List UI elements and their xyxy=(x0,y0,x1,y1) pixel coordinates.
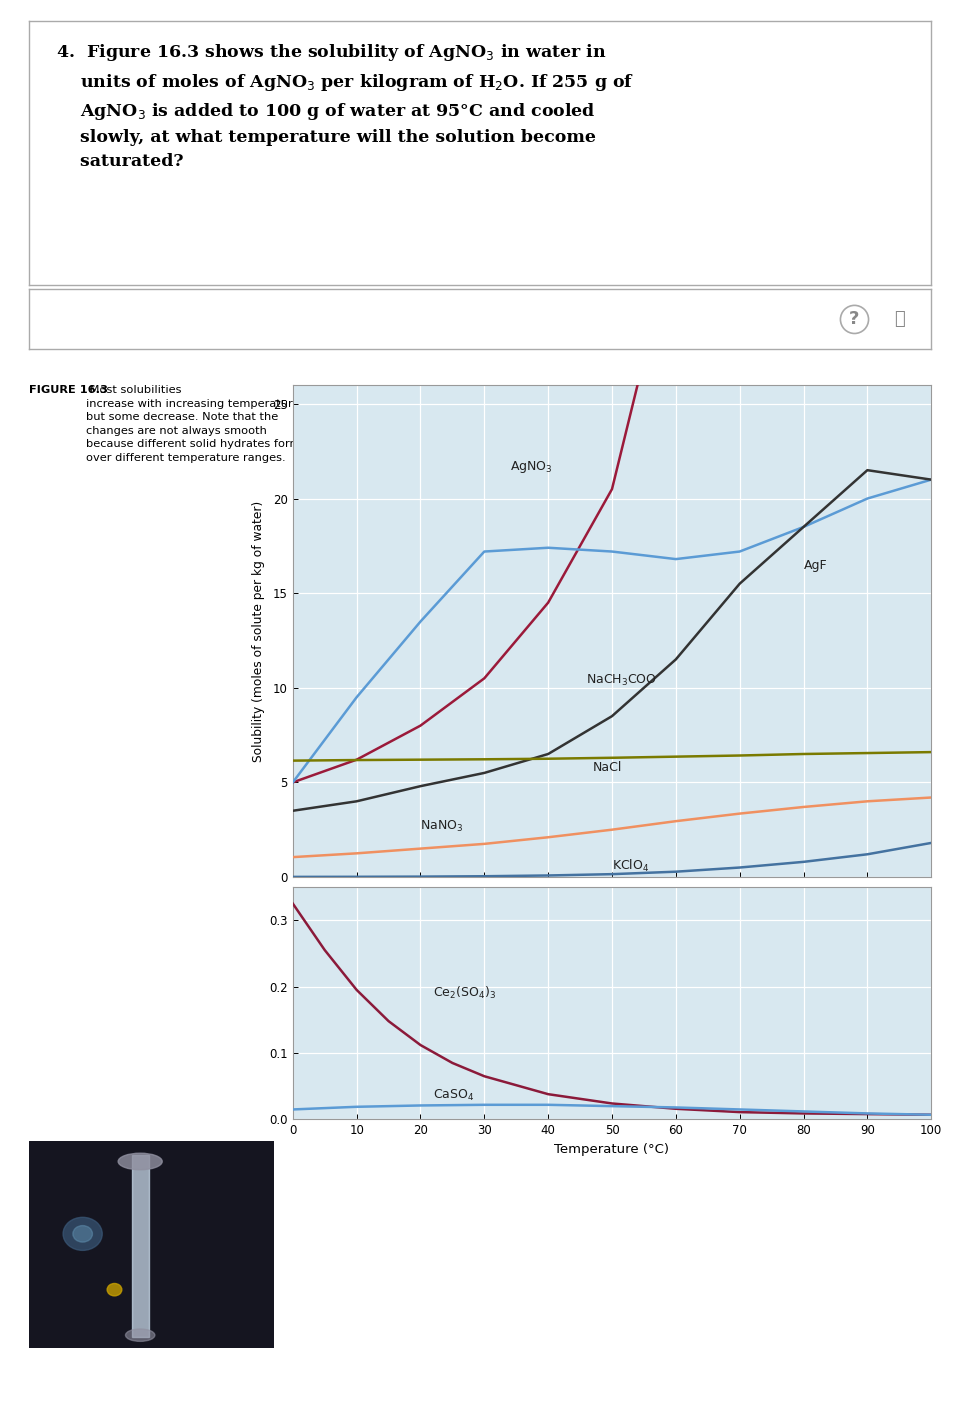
Ellipse shape xyxy=(73,1225,92,1242)
Text: KClO$_4$: KClO$_4$ xyxy=(612,858,649,874)
Text: ⤢: ⤢ xyxy=(895,311,905,328)
Ellipse shape xyxy=(118,1154,162,1169)
Text: NaCl: NaCl xyxy=(593,761,622,774)
Text: AgNO$_3$: AgNO$_3$ xyxy=(510,459,553,475)
Text: Ce$_2$(SO$_4$)$_3$: Ce$_2$(SO$_4$)$_3$ xyxy=(433,984,496,1001)
Text: NaNO$_3$: NaNO$_3$ xyxy=(420,819,464,834)
Circle shape xyxy=(108,1283,122,1296)
Ellipse shape xyxy=(126,1329,155,1342)
X-axis label: Temperature (°C): Temperature (°C) xyxy=(555,1142,669,1156)
Text: FIGURE 16.3: FIGURE 16.3 xyxy=(29,385,108,395)
Text: CaSO$_4$: CaSO$_4$ xyxy=(433,1088,474,1102)
Text: Most solubilities
increase with increasing temperature,
but some decrease. Note : Most solubilities increase with increasi… xyxy=(86,385,303,463)
Text: 4.  Figure 16.3 shows the solubility of AgNO$_3$ in water in
    units of moles : 4. Figure 16.3 shows the solubility of A… xyxy=(56,43,635,170)
Text: NaCH$_3$COO: NaCH$_3$COO xyxy=(587,673,658,689)
Bar xyxy=(132,1155,149,1338)
Text: AgF: AgF xyxy=(804,559,828,572)
Y-axis label: Solubility (moles of solute per kg of water): Solubility (moles of solute per kg of wa… xyxy=(252,501,265,761)
Text: ?: ? xyxy=(850,311,860,328)
Ellipse shape xyxy=(63,1218,103,1251)
